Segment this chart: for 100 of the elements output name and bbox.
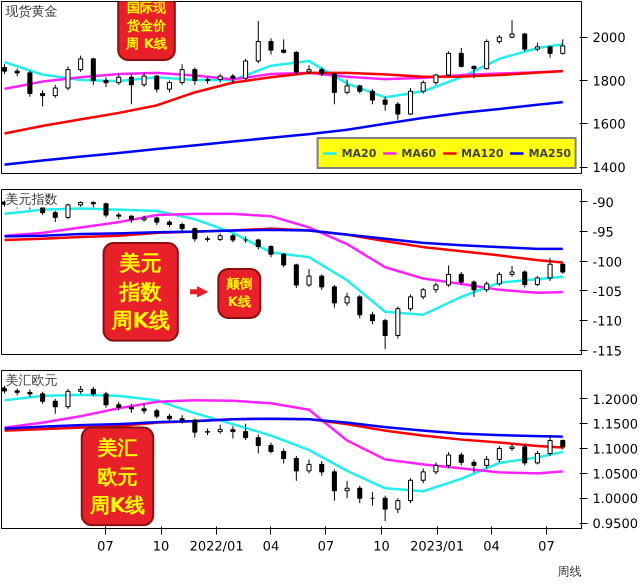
candlestick — [395, 498, 400, 514]
y-tick-label: 1.2000 — [592, 392, 638, 408]
candlestick — [382, 495, 388, 522]
candlestick — [180, 64, 185, 86]
candlestick — [268, 244, 274, 258]
annotation: 颠倒K线 — [225, 276, 252, 310]
candlestick — [370, 311, 375, 325]
line-series — [3, 70, 564, 135]
candlestick — [103, 76, 109, 88]
candlestick — [548, 434, 553, 456]
annotation: 美元指数周K线 — [110, 251, 170, 333]
x-tick-label: 04 — [262, 540, 280, 554]
x-tick-label: 07 — [538, 540, 555, 554]
y-tick-label: 2000 — [592, 31, 626, 46]
candlestick — [192, 66, 198, 86]
candlestick — [243, 423, 248, 441]
candlestick — [332, 468, 337, 502]
candlestick — [78, 55, 84, 72]
candlestick — [256, 434, 261, 454]
candlestick — [458, 48, 464, 68]
y-tick-label: -90 — [592, 196, 614, 211]
candlestick — [281, 448, 286, 464]
y-tick-label: 0.9500 — [592, 517, 638, 532]
candlestick — [90, 386, 96, 397]
candlestick — [166, 80, 172, 93]
candlestick — [522, 32, 528, 52]
candlestick — [268, 38, 274, 56]
candlestick — [332, 72, 337, 105]
candlestick — [40, 391, 46, 404]
candlestick — [52, 210, 58, 223]
candlestick — [65, 66, 70, 91]
y-tick-label: -100 — [592, 255, 622, 270]
candlestick — [192, 226, 198, 242]
candlestick — [484, 280, 490, 293]
candlestick — [103, 391, 109, 408]
candlestick — [496, 446, 502, 463]
candlestick — [433, 462, 438, 475]
candlestick — [90, 57, 96, 86]
candlestick — [560, 262, 566, 274]
chart-title: 美汇欧元 — [6, 372, 58, 388]
y-tick-label: -95 — [592, 226, 614, 241]
candlestick — [40, 90, 46, 107]
candlestick — [243, 58, 248, 81]
candlestick — [65, 203, 70, 220]
candlestick — [509, 20, 515, 39]
annotation: 国际现货金价周 K线 — [125, 0, 167, 52]
legend-label: MA20 — [342, 146, 376, 160]
candlestick — [344, 78, 350, 96]
candlestick — [420, 468, 426, 484]
candlestick — [433, 73, 438, 86]
x-tick-label: 2022/01 — [190, 540, 244, 554]
y-tick-label: -105 — [592, 284, 622, 300]
candlestick — [548, 257, 553, 282]
candlestick — [382, 318, 388, 350]
x-tick-label: 2023/01 — [410, 540, 464, 554]
candlestick — [306, 268, 312, 288]
candlestick — [128, 73, 134, 105]
y-tick-label: 1.0500 — [592, 467, 638, 482]
y-tick-label: 1600 — [592, 118, 626, 133]
candlestick — [344, 292, 350, 306]
candlestick — [548, 45, 553, 58]
candlestick — [52, 398, 58, 414]
candlestick — [344, 480, 350, 499]
candlestick — [357, 485, 362, 504]
candlestick — [256, 238, 261, 250]
legend-label: MA60 — [401, 146, 436, 160]
legend-label: MA120 — [461, 146, 504, 160]
candlestick — [458, 272, 464, 286]
candlestick — [357, 294, 362, 319]
candlestick — [294, 50, 299, 74]
candlestick — [420, 288, 426, 300]
candlestick — [560, 38, 566, 56]
candlestick — [496, 272, 502, 286]
candlestick — [471, 64, 476, 79]
y-tick-label: -115 — [592, 344, 622, 360]
line-series — [3, 228, 564, 250]
candlestick — [294, 263, 299, 289]
text: 周线 — [558, 564, 582, 578]
candlestick — [370, 88, 375, 105]
y-tick-label: 1800 — [592, 74, 626, 90]
legend-label: MA250 — [528, 146, 571, 160]
candlestick — [382, 96, 388, 112]
candlestick — [154, 408, 160, 420]
candlestick — [319, 274, 324, 290]
candlestick — [408, 478, 414, 504]
candlestick — [484, 455, 490, 469]
candlestick — [534, 276, 540, 287]
y-tick-label: -110 — [592, 314, 622, 330]
chart-title: 美元指数 — [6, 192, 58, 208]
candlestick — [230, 426, 236, 440]
line-series — [3, 417, 564, 438]
candlestick — [458, 452, 464, 466]
x-tick-label: 04 — [483, 540, 500, 554]
candlestick — [534, 450, 540, 465]
candlestick — [281, 252, 286, 268]
annotation: 美汇欧元周K线 — [88, 436, 146, 518]
candlestick — [471, 280, 476, 298]
candlestick — [433, 282, 438, 294]
candlestick — [281, 38, 286, 54]
candlestick — [294, 455, 299, 482]
